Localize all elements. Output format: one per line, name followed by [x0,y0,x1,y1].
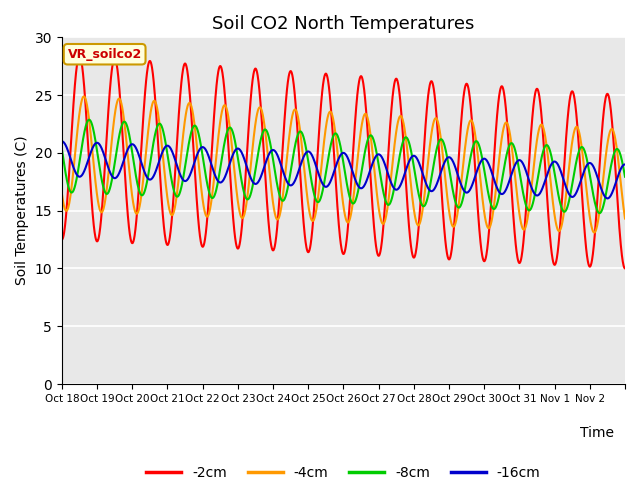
-2cm [317,101,325,107]
-8cm [85,117,93,122]
-4cm [591,229,598,235]
Line: -2cm: -2cm [62,56,625,268]
X-axis label: Time: Time [580,426,614,440]
-4cm [605,132,612,138]
-16cm [605,195,612,201]
-4cm [80,94,88,99]
-2cm [605,93,612,99]
-8cm [605,173,613,179]
-8cm [621,174,629,180]
-16cm [621,162,629,168]
-4cm [87,133,95,139]
-8cm [502,157,509,163]
-8cm [605,174,612,180]
-16cm [58,138,66,144]
-16cm [502,188,509,194]
-2cm [58,237,66,242]
-8cm [317,194,325,200]
-2cm [502,103,509,108]
-8cm [596,210,604,216]
-16cm [605,195,612,201]
Line: -16cm: -16cm [62,141,625,198]
-16cm [317,177,324,183]
-4cm [58,191,66,197]
-2cm [605,95,612,100]
-2cm [76,53,83,59]
-4cm [605,132,613,137]
-4cm [317,167,325,173]
Title: Soil CO2 North Temperatures: Soil CO2 North Temperatures [212,15,475,33]
-4cm [502,120,509,126]
-16cm [87,150,95,156]
-8cm [332,131,340,136]
-2cm [621,265,629,271]
-2cm [332,182,340,188]
Legend: -2cm, -4cm, -8cm, -16cm: -2cm, -4cm, -8cm, -16cm [141,460,546,480]
Line: -8cm: -8cm [62,120,625,213]
Y-axis label: Soil Temperatures (C): Soil Temperatures (C) [15,136,29,286]
-16cm [332,164,340,169]
Text: VR_soilco2: VR_soilco2 [68,48,142,61]
-8cm [58,146,66,152]
-2cm [87,188,95,193]
-4cm [621,216,629,221]
-16cm [604,195,611,201]
-4cm [332,135,340,141]
Line: -4cm: -4cm [62,96,625,232]
-8cm [87,119,95,124]
